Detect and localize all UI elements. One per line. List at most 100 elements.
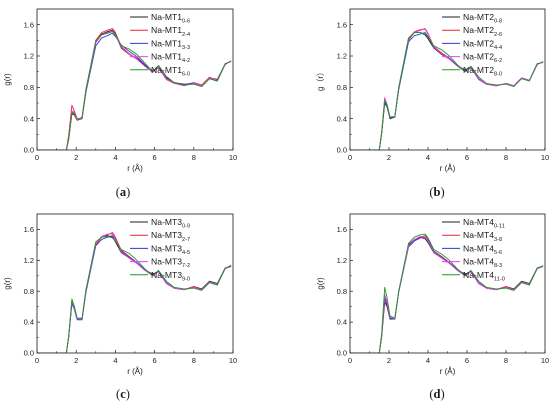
y-tick-label: 1.2 xyxy=(24,52,34,61)
y-axis-label: g（r） xyxy=(316,68,325,91)
series-line-2 xyxy=(37,28,232,150)
x-axis-label: r (Å) xyxy=(440,164,456,173)
chart-panel-c: 0 2 4 6 8 10 0.0 0.4 0.8 1.2 1.6 r (Å) g(r) Na-MT30-9… xyxy=(3,213,237,401)
legend-subscript: 0-8 xyxy=(494,19,502,25)
x-tick-label: 6 xyxy=(153,153,157,162)
legend-entry: Na-MT14-2 xyxy=(151,52,190,65)
x-tick-label: 0 xyxy=(35,356,39,365)
series-line-2 xyxy=(37,232,232,353)
legend-subscript: 9-0 xyxy=(182,276,190,282)
series-line-5 xyxy=(350,32,544,150)
series-line-1 xyxy=(37,235,232,353)
panel-caption: (d) xyxy=(429,387,444,401)
legend-entry: Na-MT26-2 xyxy=(463,52,502,65)
series-line-3 xyxy=(350,32,544,150)
y-tick-label: 0.0 xyxy=(337,349,347,358)
legend-entry: Na-MT28-0 xyxy=(463,65,502,78)
y-axis-label: g(r) xyxy=(3,277,12,290)
chart-panel-b: 0 2 4 6 8 10 0.0 0.4 0.8 1.2 1.6 r (Å) g（r） Na-MT20-8… xyxy=(316,8,549,199)
series-line-4 xyxy=(37,233,232,353)
y-tick-label: 0.4 xyxy=(337,114,347,123)
x-tick-label: 2 xyxy=(74,153,78,162)
legend-subscript: 2-7 xyxy=(182,237,190,243)
legend: Na-MT40-11Na-MT43-8Na-MT45-6Na-MT48-3Na-… xyxy=(442,217,505,282)
series-line-3 xyxy=(37,235,232,353)
x-tick-label: 0 xyxy=(35,153,39,162)
x-tick-label: 4 xyxy=(113,356,117,365)
y-tick-label: 1.6 xyxy=(337,20,347,29)
legend-subscript: 0-9 xyxy=(182,224,190,230)
legend-subscript: 4-4 xyxy=(494,45,502,51)
legend-subscript: 5-6 xyxy=(494,250,502,256)
y-tick-label: 0.4 xyxy=(24,114,34,123)
series-line-5 xyxy=(37,31,232,150)
legend-entry: Na-MT34-5 xyxy=(151,243,190,256)
legend-entry: Na-MT22-6 xyxy=(463,25,502,38)
y-tick-label: 1.6 xyxy=(337,225,347,234)
legend-subscript: 8-0 xyxy=(494,71,502,77)
x-axis-label: r (Å) xyxy=(127,367,143,376)
legend-entry: Na-MT30-9 xyxy=(151,217,190,230)
series-line-1 xyxy=(37,29,232,150)
series-group xyxy=(350,233,544,353)
series-line-3 xyxy=(37,32,232,150)
y-tick-label: 0.4 xyxy=(24,318,34,327)
chart-panel-d: 0 2 4 6 8 10 0.0 0.4 0.8 1.2 1.6 r (Å) g(r) Na-MT40-1… xyxy=(316,213,549,401)
legend: Na-MT10-6Na-MT12-4Na-MT13-3Na-MT14-2Na-M… xyxy=(130,12,190,77)
x-tick-label: 4 xyxy=(426,153,430,162)
y-tick-label: 1.6 xyxy=(24,225,34,234)
x-tick-label: 0 xyxy=(348,153,352,162)
chart-panel-a: 0 2 4 6 8 10 0.0 0.4 0.8 1.2 1.6 r (Å) g(r) Na-MT10-6… xyxy=(3,8,237,199)
legend-subscript: 11-0 xyxy=(494,276,505,282)
legend-entry: Na-MT10-6 xyxy=(151,12,190,25)
series-line-4 xyxy=(350,235,544,353)
x-tick-label: 2 xyxy=(74,356,78,365)
legend: Na-MT30-9Na-MT32-7Na-MT34-5Na-MT37-2Na-M… xyxy=(130,217,190,282)
legend-entry: Na-MT37-2 xyxy=(151,257,190,270)
x-tick-label: 0 xyxy=(348,356,352,365)
series-group xyxy=(37,232,232,353)
series-line-4 xyxy=(37,30,232,150)
series-line-1 xyxy=(350,32,544,150)
y-axis-label: g(r) xyxy=(3,73,12,86)
panel-caption-letter: c xyxy=(120,387,126,401)
legend-subscript: 2-6 xyxy=(494,32,502,38)
x-tick-label: 8 xyxy=(192,356,196,365)
legend-entry: Na-MT411-0 xyxy=(463,270,505,283)
legend-subscript: 6-0 xyxy=(182,71,190,77)
series-line-4 xyxy=(350,28,544,150)
legend-subscript: 8-3 xyxy=(494,263,502,269)
panel-caption-letter: d xyxy=(434,387,441,401)
y-tick-label: 0.8 xyxy=(24,287,34,296)
legend-entry: Na-MT13-3 xyxy=(151,38,190,51)
y-tick-label: 1.2 xyxy=(337,256,347,265)
legend-entry: Na-MT12-4 xyxy=(151,25,190,38)
series-group xyxy=(350,28,544,150)
x-tick-label: 6 xyxy=(153,356,157,365)
legend-entry: Na-MT24-4 xyxy=(463,38,502,51)
panel-caption-letter: b xyxy=(434,185,441,199)
legend-subscript: 6-2 xyxy=(494,58,502,64)
x-tick-label: 2 xyxy=(387,153,391,162)
panel-caption-letter: a xyxy=(120,185,127,199)
legend-entry: Na-MT16-0 xyxy=(151,65,190,78)
series-group xyxy=(37,28,232,150)
x-tick-label: 8 xyxy=(504,356,508,365)
legend-entry: Na-MT39-0 xyxy=(151,270,190,283)
series-line-5 xyxy=(37,235,232,353)
x-tick-label: 10 xyxy=(541,153,549,162)
y-tick-label: 1.6 xyxy=(24,20,34,29)
legend-subscript: 4-2 xyxy=(182,58,190,64)
y-tick-label: 0.0 xyxy=(24,349,34,358)
y-axis-label: g(r) xyxy=(316,277,325,290)
x-tick-label: 8 xyxy=(192,153,196,162)
x-tick-label: 10 xyxy=(541,356,549,365)
legend-entry: Na-MT45-6 xyxy=(463,243,502,256)
legend-subscript: 2-4 xyxy=(182,32,190,38)
y-tick-label: 0.0 xyxy=(337,146,347,155)
x-tick-label: 6 xyxy=(465,356,469,365)
x-tick-label: 2 xyxy=(387,356,391,365)
x-tick-label: 4 xyxy=(426,356,430,365)
series-line-2 xyxy=(350,28,544,150)
